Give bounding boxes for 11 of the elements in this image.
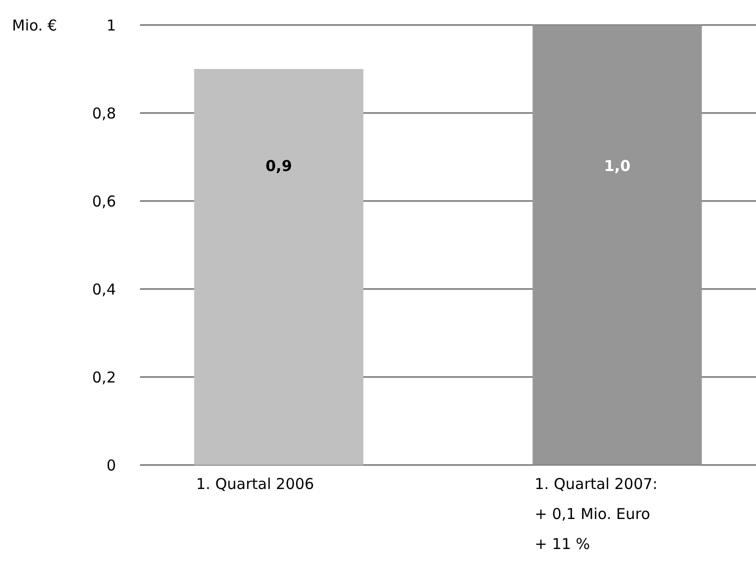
data-label: 0,9 [265,157,292,176]
y-tick-label: 0,4 [92,280,116,298]
x-tick-label: 1. Quartal 2006 [196,475,314,493]
y-tick-label: 1 [106,16,116,34]
data-label: 1,0 [604,157,631,176]
y-tick-label: 0,6 [92,192,116,210]
y-tick-label: 0,2 [92,368,116,386]
y-tick-label: 0 [106,456,116,474]
y-tick-label: 0,8 [92,104,116,122]
x-tick-label: 1. Quartal 2007: + 0,1 Mio. Euro + 11 % [534,475,658,553]
y-axis-title: Mio. € [12,16,58,34]
